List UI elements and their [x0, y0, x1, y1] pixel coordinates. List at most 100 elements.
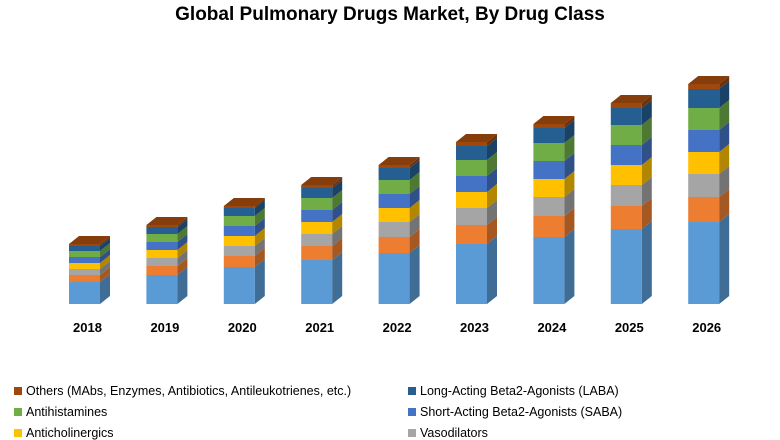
bar-segment-side — [100, 243, 110, 257]
bar-segment-top — [146, 217, 188, 225]
x-tick-label: 2022 — [383, 320, 412, 335]
bar-segment-side — [254, 238, 265, 256]
bar-segment-side — [564, 135, 575, 161]
bar-segment — [146, 250, 178, 258]
legend-label: Long-Acting Beta2-Agonists (LABA) — [420, 384, 619, 398]
x-tick-label: 2021 — [305, 320, 334, 335]
bar-segment — [533, 237, 565, 304]
legend-item: Vasodilators — [408, 426, 488, 440]
bar-segment-side — [409, 245, 420, 304]
bar-segment-side — [177, 258, 188, 275]
x-tick-label: 2020 — [228, 320, 257, 335]
chart-title: Global Pulmonary Drugs Market, By Drug C… — [175, 4, 605, 25]
bar-segment — [69, 282, 100, 304]
bar-segment-top — [688, 76, 730, 84]
bar-segment — [688, 108, 720, 130]
bar-segment-side — [719, 214, 730, 304]
bar-segment — [146, 234, 178, 242]
bar-segment-side — [332, 252, 343, 304]
bar-segment — [688, 84, 720, 89]
bar-segment — [146, 225, 178, 227]
bar-segment — [301, 198, 333, 210]
bar-segment — [69, 275, 100, 282]
bar-segment — [456, 176, 487, 192]
bar-segment — [301, 246, 333, 260]
bar-segment-side — [719, 144, 730, 174]
bar-segment — [301, 210, 333, 222]
bar-segment — [146, 258, 178, 266]
bar-segment-side — [564, 189, 575, 216]
bar-segment-side — [254, 200, 265, 216]
bar-segment — [223, 216, 255, 226]
bar-segment-side — [254, 259, 265, 304]
bar-segment — [146, 266, 178, 275]
bar-segment-side — [641, 100, 652, 125]
legend-label: Short-Acting Beta2-Agonists (SABA) — [420, 405, 623, 419]
bar-segment-side — [487, 236, 497, 304]
x-tick-label: 2024 — [537, 320, 567, 335]
bar-segment — [69, 263, 100, 269]
legend-item: Others (MAbs, Enzymes, Antibiotics, Anti… — [14, 384, 351, 398]
bar-segment — [610, 185, 642, 206]
bar-segment-side — [719, 189, 730, 222]
bar-segment-side — [641, 157, 652, 185]
bar-segment-side — [254, 218, 265, 236]
bar-segment-side — [332, 202, 343, 222]
bar-segment — [223, 267, 255, 304]
bar-segment — [378, 253, 410, 304]
legend-swatch — [408, 408, 416, 416]
bar-segment-side — [641, 95, 652, 108]
bar-segment — [223, 208, 255, 216]
bar-segment — [688, 89, 720, 108]
bar-segment — [301, 185, 333, 188]
bar-segment-side — [564, 116, 575, 128]
x-tick-label: 2026 — [692, 320, 721, 335]
bar-segment-top — [456, 134, 497, 142]
bar-segment — [378, 222, 410, 237]
bar-segment — [456, 142, 487, 146]
legend-swatch — [408, 429, 416, 437]
bar-segment-side — [409, 172, 420, 194]
legend-item: Short-Acting Beta2-Agonists (SABA) — [408, 405, 622, 419]
bar-segment — [533, 179, 565, 197]
bar-segment — [610, 206, 642, 229]
bar-segment-side — [177, 267, 188, 304]
bar-segment — [456, 225, 487, 244]
bar-segment-side — [100, 238, 110, 251]
bar-segment-side — [177, 250, 188, 266]
bar-segment — [146, 227, 178, 234]
bar-segment-side — [332, 180, 343, 198]
bar-segment — [378, 180, 410, 194]
bar-segment — [610, 125, 642, 145]
bar-segment-side — [487, 200, 497, 225]
bar-segment-side — [177, 219, 188, 234]
bar-segment-side — [641, 117, 652, 145]
bar-segment-side — [409, 200, 420, 222]
bar-segment-side — [409, 214, 420, 237]
bar-segment-side — [177, 217, 188, 227]
bar-segment-side — [409, 157, 420, 168]
bar-segment-side — [254, 228, 265, 246]
bar-segment — [456, 244, 487, 304]
bar-segment — [301, 222, 333, 234]
bar-segment — [223, 256, 255, 267]
bar-segment-side — [487, 217, 497, 244]
bar-segment-side — [641, 137, 652, 165]
bar-segment — [533, 197, 565, 216]
bar-segment — [456, 146, 487, 160]
bar-segment — [610, 165, 642, 185]
bar-segment — [69, 257, 100, 263]
bar-segment-side — [100, 236, 110, 246]
bar-segment-side — [254, 198, 265, 208]
bar-segment — [146, 275, 178, 304]
bar-segment-side — [100, 274, 110, 304]
legend-swatch — [14, 408, 22, 416]
bar-segment-side — [487, 138, 497, 160]
bar-segment-top — [223, 198, 265, 206]
bar-segment — [223, 206, 255, 208]
bar-segment — [378, 165, 410, 168]
bar-segment — [688, 197, 720, 222]
bar-segment — [688, 130, 720, 152]
x-tick-label: 2023 — [460, 320, 489, 335]
bar-segment — [533, 124, 565, 128]
